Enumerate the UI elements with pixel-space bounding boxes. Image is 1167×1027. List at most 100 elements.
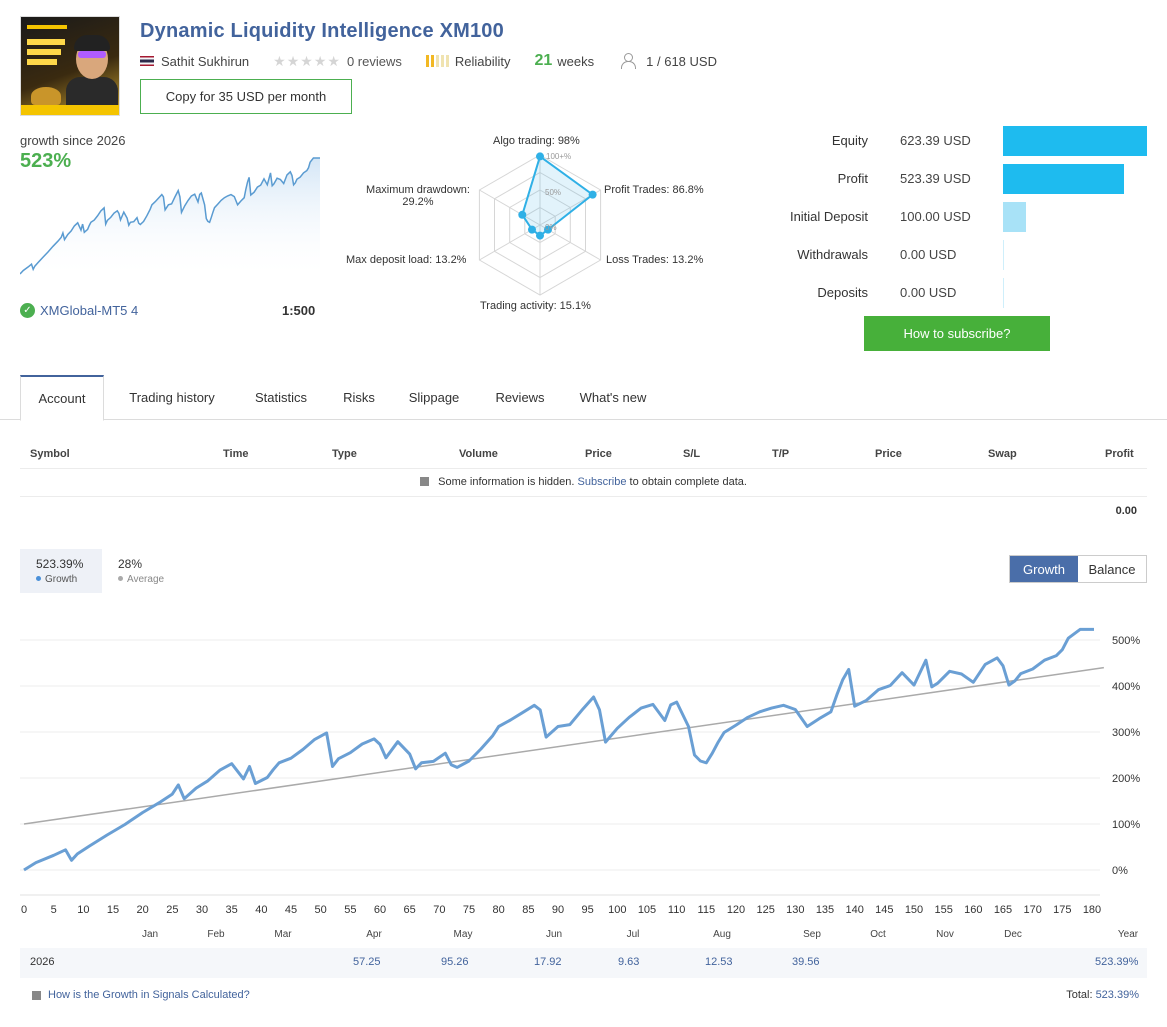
broker-name[interactable]: XMGlobal-MT5 4 [40, 303, 139, 318]
summary-row-profit: Profit 523.39 USD [720, 164, 1160, 194]
col-symbol: Symbol [30, 448, 70, 460]
signal-meta: Sathit Sukhirun ★★★★★ 0 reviews Reliabil… [140, 52, 717, 70]
radar-point [518, 210, 527, 219]
weeks-label: weeks [557, 53, 595, 69]
author-name[interactable]: Sathit Sukhirun [161, 53, 250, 69]
x-tick-label: 110 [668, 904, 686, 916]
signal-title[interactable]: Dynamic Liquidity Intelligence XM100 [140, 20, 504, 42]
profit-value: 523.39 USD [900, 171, 971, 186]
growth-balance-toggle: Growth Balance [1009, 555, 1147, 583]
tab-account[interactable]: Account [20, 375, 104, 421]
mini-growth-line [20, 157, 320, 275]
copy-button[interactable]: Copy for 35 USD per month [140, 79, 352, 114]
y-tick-label: 300% [1112, 727, 1140, 739]
ring-100-label: 100+% [546, 152, 571, 161]
x-tick-label: 15 [107, 904, 119, 916]
col-sl: S/L [683, 448, 701, 460]
growth-line [23, 627, 1094, 872]
equity-bar [1003, 126, 1147, 156]
radar-label-profit-trades: Profit Trades: 86.8% [604, 184, 704, 196]
tab-trading-history[interactable]: Trading history [129, 390, 215, 405]
x-tick-label: 55 [344, 904, 356, 916]
tab-slippage[interactable]: Slippage [408, 390, 460, 405]
col-type: Type [332, 448, 357, 460]
growth-stat-label: Growth [45, 574, 78, 585]
drawdown-value: 29.2% [402, 196, 434, 208]
month-value-apr: 57.25 [353, 956, 381, 968]
growth-stat-value: 523.39% [36, 557, 84, 571]
reviews-count[interactable]: 0 reviews [346, 53, 402, 69]
tab-reviews[interactable]: Reviews [495, 390, 545, 405]
x-tick-label: 45 [285, 904, 297, 916]
x-tick-label: 180 [1083, 904, 1101, 916]
subscribers-icon [618, 53, 638, 69]
growth-since-label: growth since 2026 [20, 133, 126, 148]
profit-bar [1003, 164, 1124, 194]
withdrawals-value: 0.00 USD [900, 247, 957, 262]
month-label: Sep [803, 929, 821, 940]
radar-label-deposit-load: Max deposit load: 13.2% [346, 254, 467, 266]
col-swap: Swap [988, 448, 1017, 460]
growth-value: 523% [20, 150, 72, 172]
radar-label-activity: Trading activity: 15.1% [480, 300, 591, 312]
month-value-sep: 39.56 [792, 956, 820, 968]
how-to-subscribe-button[interactable]: How to subscribe? [864, 316, 1050, 351]
x-tick-label: 10 [77, 904, 89, 916]
tab-statistics[interactable]: Statistics [254, 390, 307, 405]
month-label: Feb [207, 929, 225, 940]
how-growth-link[interactable]: How is the Growth in Signals Calculated? [48, 989, 250, 1001]
radar-point [536, 231, 544, 240]
col-volume: Volume [459, 448, 498, 460]
month-label: Jul [627, 929, 640, 940]
tab-risks[interactable]: Risks [343, 390, 375, 405]
growth-dot-icon [36, 576, 41, 581]
x-tick-label: 150 [905, 904, 923, 916]
profit-total: 0.00 [1115, 505, 1137, 517]
tab-whats-new[interactable]: What's new [579, 390, 647, 405]
month-value-jul: 9.63 [618, 956, 640, 968]
radar-label-loss-trades: Loss Trades: 13.2% [606, 254, 704, 266]
broker[interactable]: ✓ XMGlobal-MT5 4 [20, 303, 138, 318]
x-tick-label: 30 [196, 904, 208, 916]
x-tick-label: 80 [493, 904, 505, 916]
table-divider [20, 496, 1147, 497]
thailand-flag-icon [140, 56, 154, 66]
year-total-value: 523.39% [1095, 956, 1139, 968]
x-tick-label: 50 [315, 904, 327, 916]
month-value-may: 95.26 [441, 956, 469, 968]
author-avatar[interactable] [20, 16, 120, 116]
x-tick-label: 140 [845, 904, 863, 916]
toggle-growth[interactable]: Growth [1010, 556, 1078, 582]
hidden-suffix: to obtain complete data. [629, 476, 747, 488]
x-tick-label: 5 [51, 904, 57, 916]
how-growth-calculated[interactable]: How is the Growth in Signals Calculated? [32, 989, 250, 1001]
leverage: 1:500 [282, 303, 316, 318]
risk-radar: 100+% 50% 0% Algo trading: 98% Profit Tr… [340, 130, 730, 320]
summary-row-deposits: Deposits 0.00 USD [720, 278, 1160, 308]
hidden-info-note: Some information is hidden. Subscribe to… [0, 476, 1167, 488]
radar-points [518, 152, 597, 240]
year-row: 2026 57.25 95.26 17.92 9.63 12.53 39.56 … [20, 948, 1147, 978]
total-label: Total: [1066, 989, 1093, 1001]
initial-deposit-bar [1003, 202, 1027, 232]
radar-point [536, 152, 544, 161]
x-tick-label: 120 [727, 904, 745, 916]
help-square-icon [32, 990, 41, 1000]
withdrawals-label: Withdrawals [797, 247, 868, 262]
growth-stat[interactable]: 523.39% Growth [20, 549, 102, 593]
weeks-count: 21 [534, 52, 553, 69]
x-tick-label: 100 [608, 904, 626, 916]
x-tick-label: 170 [1023, 904, 1041, 916]
total-value: 523.39% [1095, 989, 1139, 1001]
month-value-aug: 12.53 [705, 956, 733, 968]
average-stat-value[interactable]: 28% [118, 557, 143, 571]
x-tick-label: 175 [1053, 904, 1071, 916]
toggle-balance[interactable]: Balance [1088, 561, 1136, 577]
x-tick-label: 65 [404, 904, 416, 916]
tab-bar: Account Trading history Statistics Risks… [0, 375, 1167, 421]
radar-svg: 100+% 50% 0% [478, 152, 602, 296]
summary-row-initial-deposit: Initial Deposit 100.00 USD [720, 202, 1160, 232]
subscribe-link[interactable]: Subscribe [577, 476, 627, 488]
deposits-bar [1003, 278, 1004, 308]
x-tick-label: 70 [433, 904, 445, 916]
